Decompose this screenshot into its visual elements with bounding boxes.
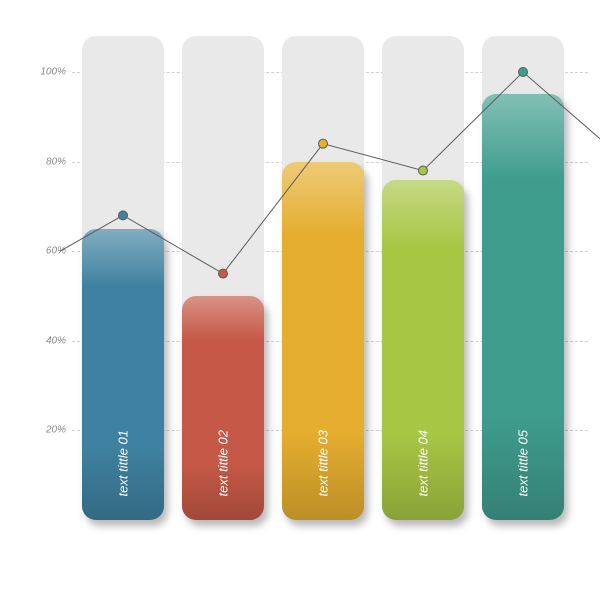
trend-line (60, 72, 600, 274)
trend-marker (119, 211, 128, 220)
trend-marker (419, 166, 428, 175)
y-tick-label: 20% (46, 425, 72, 436)
y-tick-label: 100% (40, 67, 72, 78)
plot-area: 20%40%60%80%100% text tittle 01text titt… (72, 72, 588, 520)
trend-marker (219, 269, 228, 278)
line-layer (72, 72, 588, 520)
bar-line-chart: 20%40%60%80%100% text tittle 01text titt… (0, 0, 600, 600)
trend-marker (519, 68, 528, 77)
y-tick-label: 40% (46, 335, 72, 346)
trend-marker (319, 139, 328, 148)
y-tick-label: 80% (46, 156, 72, 167)
y-tick-label: 60% (46, 246, 72, 257)
